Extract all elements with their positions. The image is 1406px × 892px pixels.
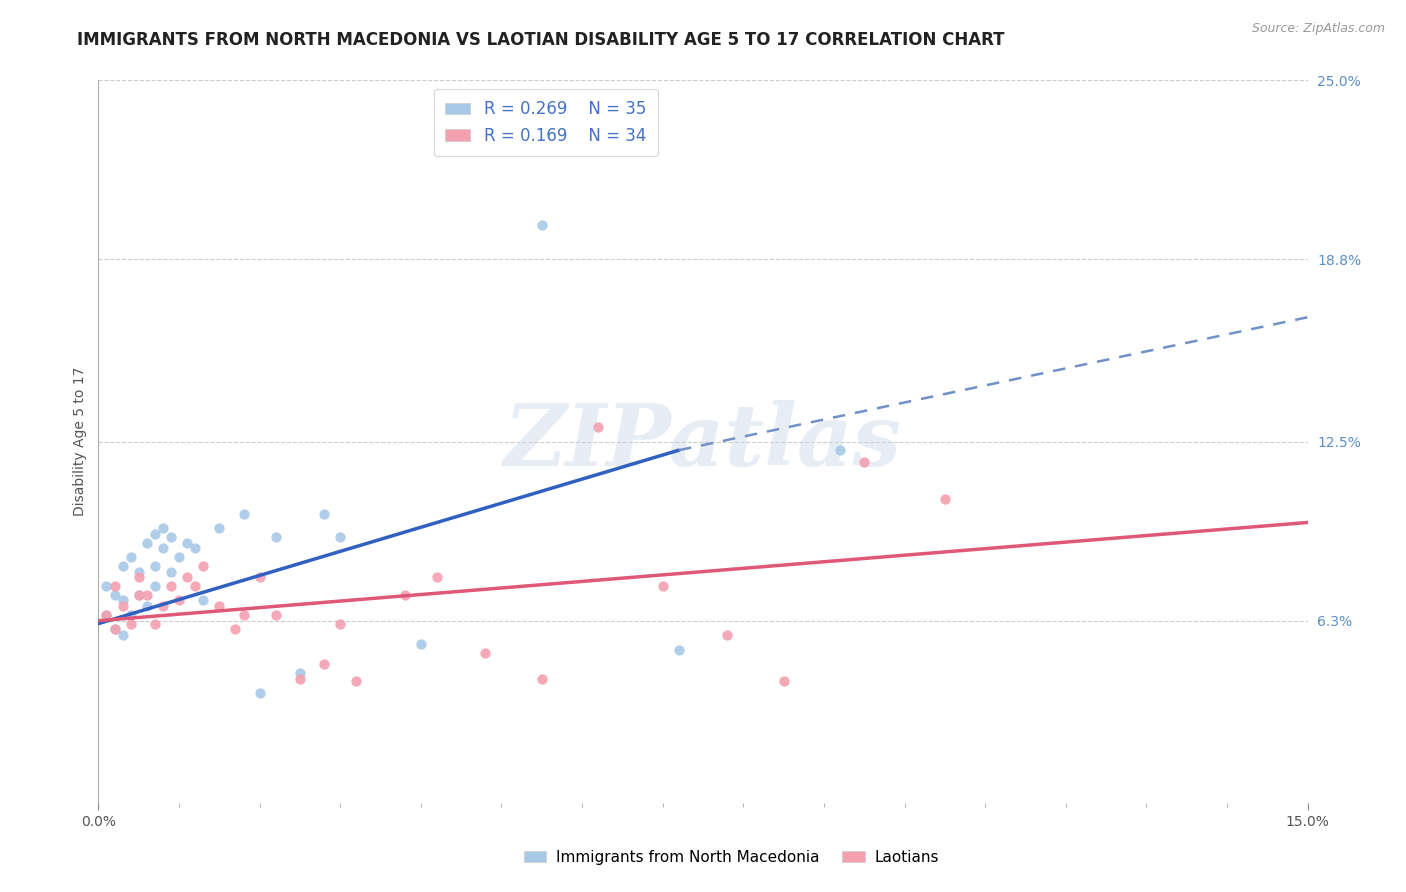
Point [772, 674, 794, 689]
Point [167, 550, 190, 565]
Point [426, 570, 449, 584]
Point [96, 607, 118, 622]
Point [329, 530, 352, 544]
Point [120, 550, 142, 565]
Point [103, 623, 125, 637]
Point [160, 579, 183, 593]
Point [530, 672, 553, 686]
Point [288, 672, 311, 686]
Point [193, 593, 215, 607]
Point [96, 579, 118, 593]
Point [934, 492, 956, 507]
Y-axis label: Disability Age 5 to 17: Disability Age 5 to 17 [73, 367, 87, 516]
Point [224, 623, 246, 637]
Text: IMMIGRANTS FROM NORTH MACEDONIA VS LAOTIAN DISABILITY AGE 5 TO 17 CORRELATION CH: IMMIGRANTS FROM NORTH MACEDONIA VS LAOTI… [77, 31, 1005, 49]
Point [716, 628, 738, 642]
Point [111, 558, 134, 573]
Point [152, 541, 174, 556]
Point [152, 521, 174, 535]
Point [176, 535, 198, 549]
Point [103, 588, 125, 602]
Point [128, 565, 150, 579]
Point [128, 570, 150, 584]
Point [103, 579, 125, 593]
Point [167, 593, 190, 607]
Point [135, 535, 157, 549]
Point [232, 607, 254, 622]
Point [103, 623, 125, 637]
Point [344, 674, 367, 689]
Point [651, 579, 673, 593]
Point [176, 570, 198, 584]
Text: ZIPatlas: ZIPatlas [503, 400, 903, 483]
Point [160, 530, 183, 544]
Point [668, 642, 690, 657]
Point [530, 218, 553, 232]
Point [249, 570, 271, 584]
Point [314, 507, 336, 521]
Point [96, 607, 118, 622]
Point [288, 665, 311, 680]
Legend: Immigrants from North Macedonia, Laotians: Immigrants from North Macedonia, Laotian… [517, 844, 945, 871]
Point [111, 628, 134, 642]
Point [828, 443, 851, 458]
Point [853, 455, 876, 469]
Legend: R = 0.269    N = 35, R = 0.169    N = 34: R = 0.269 N = 35, R = 0.169 N = 34 [434, 88, 658, 156]
Point [143, 616, 166, 631]
Point [111, 593, 134, 607]
Point [128, 588, 150, 602]
Point [184, 541, 207, 556]
Point [329, 616, 352, 631]
Point [249, 686, 271, 700]
Point [135, 599, 157, 614]
Point [135, 588, 157, 602]
Point [193, 558, 215, 573]
Text: Source: ZipAtlas.com: Source: ZipAtlas.com [1251, 22, 1385, 36]
Point [143, 579, 166, 593]
Point [394, 588, 416, 602]
Point [208, 599, 231, 614]
Point [120, 616, 142, 631]
Point [152, 599, 174, 614]
Point [586, 420, 609, 434]
Point [160, 565, 183, 579]
Point [143, 558, 166, 573]
Point [314, 657, 336, 671]
Point [232, 507, 254, 521]
Point [128, 588, 150, 602]
Point [208, 521, 231, 535]
Point [264, 530, 287, 544]
Point [184, 579, 207, 593]
Point [111, 599, 134, 614]
Point [409, 637, 432, 651]
Point [264, 607, 287, 622]
Point [120, 607, 142, 622]
Point [143, 527, 166, 541]
Point [474, 646, 496, 660]
